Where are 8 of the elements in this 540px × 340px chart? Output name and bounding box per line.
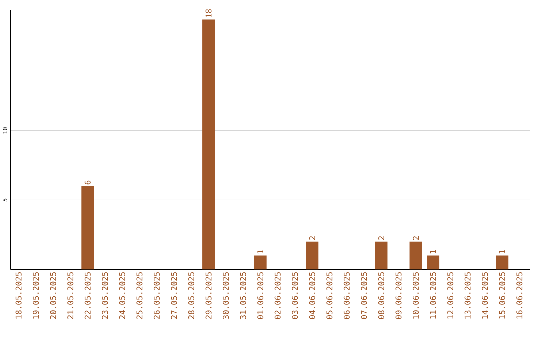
bar	[82, 186, 94, 270]
bar	[410, 242, 422, 270]
bar	[306, 242, 319, 270]
bar	[375, 242, 388, 270]
bar	[427, 256, 440, 270]
bar	[496, 256, 509, 270]
bar	[254, 256, 267, 270]
bar	[202, 20, 216, 270]
